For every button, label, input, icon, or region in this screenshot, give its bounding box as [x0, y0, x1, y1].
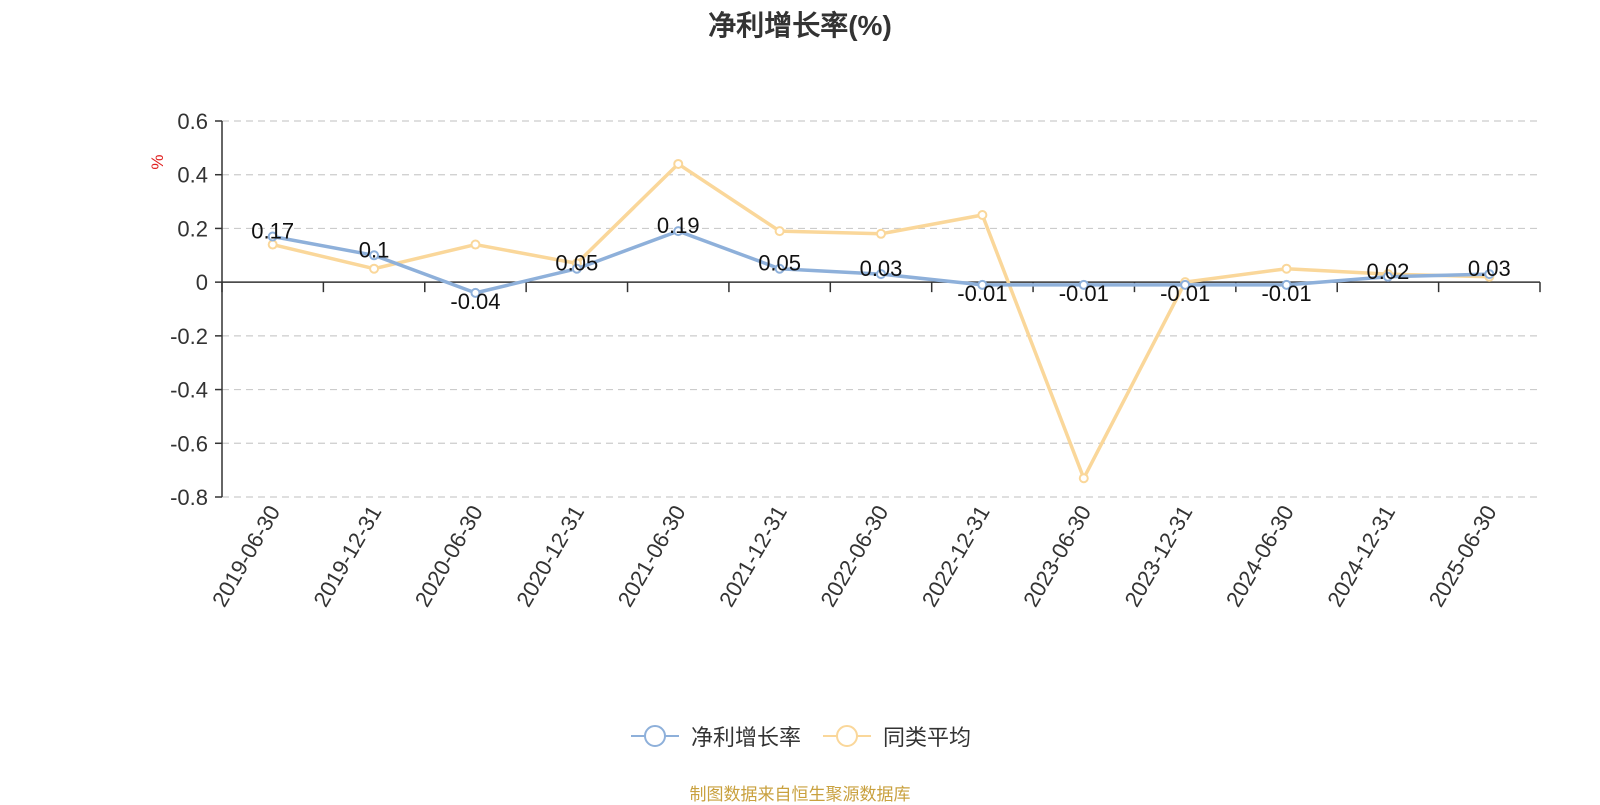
data-point-series-2 — [369, 263, 380, 274]
legend-item-series-2[interactable]: 同类平均 — [821, 720, 971, 752]
data-label: 0.19 — [657, 213, 700, 238]
data-point-series-1 — [673, 226, 684, 237]
series-line-2 — [272, 162, 1490, 480]
data-label: -0.04 — [450, 289, 500, 314]
data-point-series-2 — [1078, 473, 1089, 484]
y-tick-label: 0 — [196, 270, 208, 295]
data-point-series-1 — [774, 263, 785, 274]
y-tick-label: 0.2 — [177, 216, 208, 241]
x-tick-label: 2019-06-30 — [207, 501, 285, 611]
data-label: 0.1 — [359, 237, 390, 262]
data-point-series-2 — [876, 228, 886, 239]
x-tick-label: 2023-12-31 — [1120, 501, 1198, 611]
x-tick-label: 2024-06-30 — [1221, 501, 1299, 611]
data-point-series-1 — [1281, 279, 1292, 290]
data-label: -0.01 — [1059, 281, 1109, 306]
data-point-series-1 — [1180, 279, 1191, 290]
data-point-series-2 — [1281, 263, 1292, 274]
data-point-series-1 — [876, 269, 886, 280]
legend-marker-series-1 — [630, 725, 679, 747]
y-tick-label: -0.8 — [170, 485, 208, 510]
data-label: 0.17 — [251, 218, 294, 243]
data-label: -0.01 — [957, 281, 1007, 306]
y-tick-label: -0.4 — [170, 378, 208, 403]
data-label: -0.01 — [1160, 281, 1210, 306]
x-tick-label: 2020-12-31 — [511, 501, 589, 611]
data-point-series-2 — [774, 226, 785, 237]
x-tick-label: 2019-12-31 — [308, 501, 386, 611]
data-point-series-1 — [1078, 279, 1089, 290]
x-tick-label: 2025-06-30 — [1424, 501, 1502, 611]
data-point-series-1 — [369, 250, 380, 261]
y-tick-label: 0.4 — [177, 163, 208, 188]
x-tick-label: 2023-06-30 — [1018, 501, 1096, 611]
legend-item-series-1[interactable]: 净利增长率 — [629, 720, 801, 752]
x-tick-label: 2022-06-30 — [815, 501, 893, 611]
y-tick-label: -0.2 — [170, 324, 208, 349]
data-point-series-1 — [1382, 271, 1393, 282]
data-point-series-2 — [673, 158, 684, 169]
x-tick-label: 2022-12-31 — [917, 501, 995, 611]
data-point-series-1 — [267, 231, 278, 242]
y-tick-label: -0.6 — [170, 431, 208, 456]
data-point-series-1 — [571, 263, 582, 274]
data-point-series-1 — [1484, 269, 1495, 280]
data-point-series-2 — [470, 239, 481, 250]
legend: 净利增长率 同类平均 — [0, 720, 1600, 752]
data-label: 0.03 — [860, 256, 903, 281]
y-axis-label: % — [148, 154, 167, 169]
x-tick-label: 2021-12-31 — [714, 501, 792, 611]
legend-marker-series-2 — [823, 725, 871, 747]
data-point-series-2 — [977, 210, 988, 220]
chart-title: 净利增长率(%) — [708, 10, 892, 41]
data-label: -0.01 — [1261, 281, 1311, 306]
source-note: 制图数据来自恒生聚源数据库 — [689, 785, 911, 804]
x-tick-label: 2021-06-30 — [613, 501, 691, 611]
data-label: 0.05 — [758, 251, 801, 276]
data-label: 0.05 — [555, 251, 598, 276]
data-label: 0.02 — [1367, 259, 1410, 284]
data-point-series-1 — [470, 287, 481, 298]
legend-label-series-1: 净利增长率 — [690, 725, 801, 750]
data-label: 0.03 — [1468, 256, 1511, 281]
data-point-series-1 — [977, 279, 988, 290]
legend-label-series-2: 同类平均 — [883, 725, 972, 750]
y-tick-label: 0.6 — [177, 109, 208, 134]
x-tick-label: 2024-12-31 — [1322, 501, 1400, 611]
x-tick-label: 2020-06-30 — [410, 501, 488, 611]
